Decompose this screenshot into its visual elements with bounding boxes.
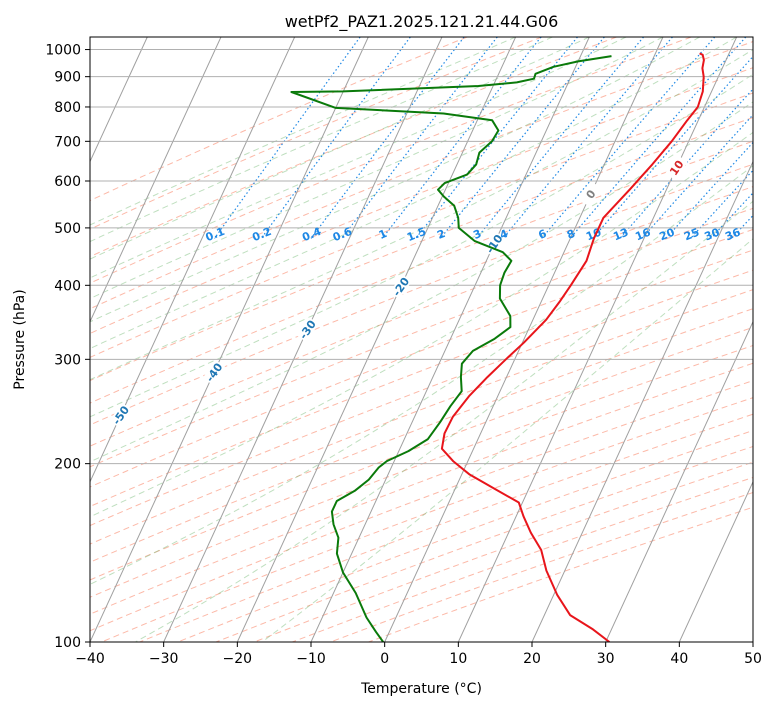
- mixing-ratio-line: [341, 37, 498, 239]
- mixing-ratio-label: 13: [611, 226, 630, 244]
- dry-adiabat: [90, 249, 753, 508]
- x-tick-label: 20: [523, 651, 541, 667]
- isotherm-line: [605, 320, 753, 642]
- moist-adiabat: [90, 37, 627, 279]
- moist-adiabat: [90, 165, 753, 585]
- mixing-ratio-label: 36: [723, 225, 742, 243]
- mixing-ratio-label: 25: [682, 226, 701, 244]
- mixing-ratio-line: [415, 37, 578, 239]
- y-tick-label: 900: [54, 70, 81, 86]
- chart-title: wetPf2_PAZ1.2025.121.21.44.G06: [285, 12, 559, 32]
- x-axis-label: Temperature (°C): [360, 681, 482, 697]
- isotherm-label-bg: [296, 317, 319, 342]
- dry-adiabat: [90, 37, 468, 202]
- isotherm-line: [384, 37, 664, 642]
- mixing-ratio-label: 1: [377, 227, 389, 242]
- moist-adiabat: [90, 37, 701, 323]
- x-tick-label: 30: [597, 651, 615, 667]
- isotherm-label-bg: [579, 181, 602, 207]
- y-axis: 100 200 300 400 500 600 700 800 900 1000: [45, 43, 90, 651]
- isotherm-line: [678, 480, 753, 642]
- dry-adiabat: [101, 397, 753, 642]
- dry-adiabat: [90, 289, 753, 545]
- plot-frame: [89, 36, 754, 643]
- isotherm-line: [310, 37, 590, 642]
- moist-adiabat: [90, 37, 737, 350]
- moist-adiabat: [135, 200, 753, 642]
- isotherm-line: [90, 37, 148, 163]
- dry-adiabat: [90, 37, 542, 230]
- y-tick-label: 400: [54, 278, 81, 294]
- isotherm-line: [457, 37, 738, 642]
- isotherm-label-bg: [389, 274, 413, 300]
- x-tick-label: −10: [296, 651, 326, 667]
- dry-adiabat: [90, 41, 753, 310]
- x-tick-label: 10: [449, 651, 467, 667]
- moist-adiabat: [90, 37, 516, 226]
- mixing-ratio-line: [592, 55, 753, 239]
- x-tick-label: 40: [670, 651, 688, 667]
- moist-adiabat: [261, 238, 753, 642]
- y-tick-label: 100: [54, 635, 81, 651]
- x-tick-label: −30: [149, 651, 179, 667]
- x-axis: −40 −30 −20 −10 0 10 20 30 40 50: [75, 642, 762, 667]
- mixing-ratio-line: [260, 37, 411, 239]
- x-tick-label: −20: [223, 651, 253, 667]
- mixing-ratio-line: [569, 37, 747, 239]
- mixing-ratio-label: 16: [633, 225, 652, 243]
- moist-adiabat: [90, 131, 753, 518]
- isotherm-label-bg: [202, 359, 226, 385]
- y-tick-label: 1000: [45, 43, 81, 59]
- moist-adiabat: [90, 37, 590, 260]
- dewpoint-profile: [290, 55, 612, 642]
- temperature-profile: [440, 52, 705, 642]
- isotherm-label-bg: [665, 155, 688, 181]
- dry-adiabat: [90, 163, 753, 426]
- mixing-ratio-label: 2: [435, 227, 447, 242]
- y-tick-label: 700: [54, 134, 81, 150]
- isotherm-label-bg: [109, 402, 132, 428]
- mixing-ratio-label: 3: [471, 227, 483, 242]
- x-tick-label: 50: [744, 651, 762, 667]
- y-tick-label: 500: [54, 221, 81, 237]
- mixing-ratio-label: 20: [658, 225, 677, 243]
- y-axis-label: Pressure (hPa): [12, 289, 28, 389]
- dry-adiabat: [90, 37, 617, 258]
- isotherm-line: [90, 37, 369, 642]
- mixing-ratio-label: 8: [565, 227, 577, 242]
- mixing-ratio-label: 30: [703, 225, 722, 243]
- y-tick-label: 800: [54, 100, 81, 116]
- moist-adiabat: [90, 37, 664, 300]
- x-tick-label: 0: [380, 651, 389, 667]
- mixing-ratio-line: [619, 88, 753, 239]
- profile-series: [290, 52, 705, 642]
- isotherm-line: [531, 160, 753, 642]
- mixing-ratio-line: [439, 37, 605, 239]
- x-tick-label: −40: [75, 651, 105, 667]
- dry-adiabat: [90, 228, 753, 488]
- pressure-gridlines: [90, 49, 753, 642]
- isotherm-line: [90, 37, 296, 484]
- y-tick-label: 300: [54, 352, 81, 368]
- isotherm-line: [90, 37, 222, 323]
- y-tick-label: 200: [54, 457, 81, 473]
- dry-adiabat: [90, 344, 753, 598]
- mixing-ratio-line: [690, 169, 753, 239]
- y-tick-label: 600: [54, 174, 81, 190]
- isotherm-line: [236, 37, 517, 642]
- dry-adiabat: [90, 308, 753, 563]
- mixing-ratio-line: [541, 37, 716, 239]
- dry-adiabat: [90, 67, 753, 334]
- mixing-ratio-line: [214, 37, 361, 239]
- isotherm-label-bg: [482, 231, 506, 257]
